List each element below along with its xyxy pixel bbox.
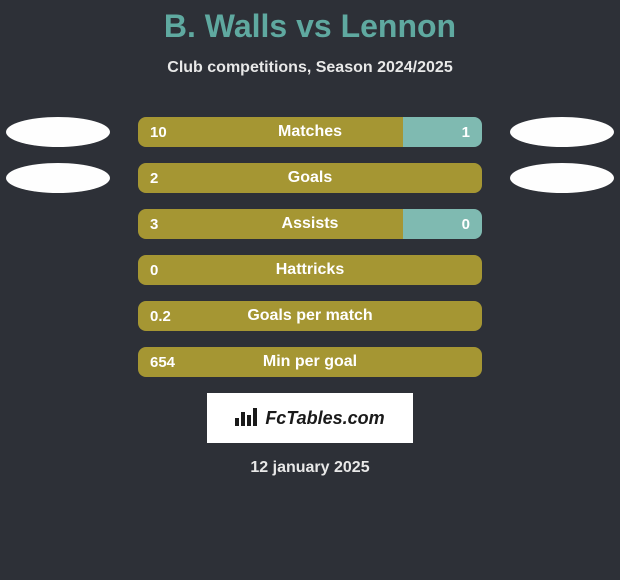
logo-text: FcTables.com [265, 408, 384, 429]
stat-bar: 2 [138, 163, 482, 193]
stat-value-left: 654 [150, 354, 175, 371]
stat-row: 2Goals [0, 163, 620, 193]
stat-bar-left: 10 [138, 117, 403, 147]
stat-bar: 10 1 [138, 117, 482, 147]
stat-bar-right: 0 [403, 209, 482, 239]
stat-row: 654Min per goal [0, 347, 620, 377]
player-right-marker [510, 117, 614, 147]
page-subtitle: Club competitions, Season 2024/2025 [0, 59, 620, 77]
stat-row: 101Matches [0, 117, 620, 147]
stat-value-right: 1 [462, 124, 470, 141]
stat-value-left: 10 [150, 124, 167, 141]
stat-value-left: 0 [150, 262, 158, 279]
stat-bar-right: 1 [403, 117, 482, 147]
chart-bars-icon [235, 406, 259, 431]
stat-bar-left: 2 [138, 163, 482, 193]
stat-row: 0Hattricks [0, 255, 620, 285]
player-right-marker [510, 163, 614, 193]
stat-bar: 654 [138, 347, 482, 377]
footer-logo: FcTables.com [207, 393, 413, 443]
stat-value-left: 2 [150, 170, 158, 187]
stat-value-right: 0 [462, 216, 470, 233]
footer-date: 12 january 2025 [0, 459, 620, 477]
stat-value-left: 3 [150, 216, 158, 233]
player-left-marker [6, 163, 110, 193]
stat-bar: 0.2 [138, 301, 482, 331]
stat-bar-left: 3 [138, 209, 403, 239]
comparison-infographic: B. Walls vs Lennon Club competitions, Se… [0, 0, 620, 580]
stat-row: 0.2Goals per match [0, 301, 620, 331]
stat-value-left: 0.2 [150, 308, 171, 325]
player-left-marker [6, 117, 110, 147]
chart-area: 101Matches2Goals30Assists0Hattricks0.2Go… [0, 117, 620, 377]
stat-bar-left: 0 [138, 255, 482, 285]
stat-bar: 0 [138, 255, 482, 285]
stat-bar-left: 654 [138, 347, 482, 377]
stat-row: 30Assists [0, 209, 620, 239]
stat-bar: 30 [138, 209, 482, 239]
page-title: B. Walls vs Lennon [0, 0, 620, 45]
stat-bar-left: 0.2 [138, 301, 482, 331]
